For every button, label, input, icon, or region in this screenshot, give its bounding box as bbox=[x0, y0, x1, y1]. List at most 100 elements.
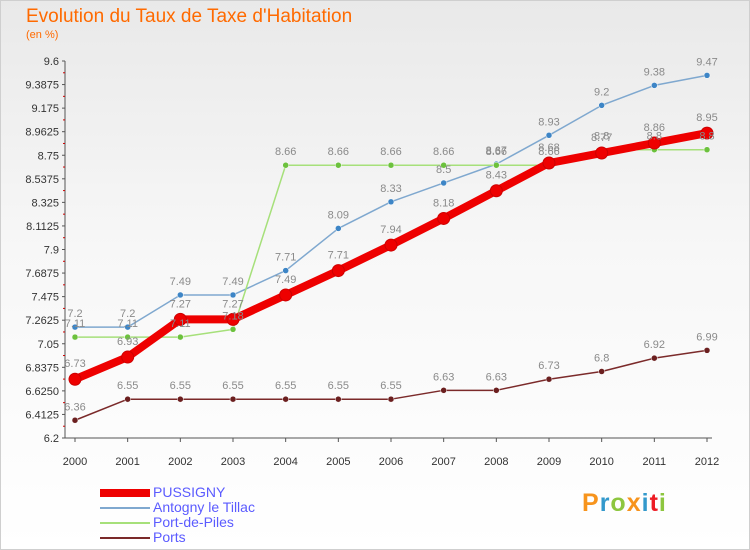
logo-letter: i bbox=[658, 489, 667, 517]
logo-letter: i bbox=[641, 489, 650, 517]
data-label: 6.55 bbox=[170, 380, 191, 392]
data-label: 6.55 bbox=[222, 380, 243, 392]
data-point bbox=[493, 387, 500, 394]
data-label: 7.27 bbox=[170, 298, 191, 310]
data-point bbox=[68, 372, 82, 386]
data-point bbox=[173, 312, 187, 326]
y-tick-label: 9.6 bbox=[44, 56, 59, 68]
data-label: 7.27 bbox=[222, 298, 243, 310]
data-label: 7.49 bbox=[275, 274, 296, 286]
data-point bbox=[226, 312, 240, 326]
data-point bbox=[335, 395, 342, 403]
y-tick-label: 7.6875 bbox=[25, 268, 59, 280]
data-point bbox=[282, 395, 289, 403]
data-label: 6.92 bbox=[644, 339, 665, 351]
data-label: 7.49 bbox=[222, 276, 243, 288]
x-tick-label: 2003 bbox=[221, 456, 245, 468]
legend-item: Port-de-Piles bbox=[100, 515, 255, 530]
legend-item: Ports bbox=[100, 530, 255, 545]
x-tick-label: 2002 bbox=[168, 456, 192, 468]
x-tick-label: 2004 bbox=[273, 456, 297, 468]
data-point bbox=[489, 184, 503, 198]
data-label: 7.11 bbox=[117, 318, 138, 330]
data-label: 9.38 bbox=[644, 66, 665, 78]
data-point bbox=[647, 136, 661, 150]
data-label: 6.8 bbox=[594, 352, 609, 364]
data-point bbox=[440, 179, 447, 187]
legend-label: Port-de-Piles bbox=[153, 514, 234, 530]
data-point bbox=[437, 211, 451, 225]
data-label: 8.8 bbox=[594, 131, 609, 143]
data-label: 8.95 bbox=[696, 112, 717, 124]
data-point bbox=[282, 161, 289, 169]
data-point bbox=[387, 161, 395, 169]
data-point bbox=[331, 264, 345, 278]
data-label: 8.66 bbox=[380, 146, 401, 158]
data-label: 9.47 bbox=[696, 56, 717, 68]
y-tick-label: 6.6250 bbox=[25, 386, 59, 398]
legend-swatch bbox=[100, 488, 150, 497]
data-label: 8.8 bbox=[699, 131, 714, 143]
data-point bbox=[335, 161, 342, 169]
y-tick-label: 7.475 bbox=[31, 292, 59, 304]
data-point bbox=[700, 126, 714, 140]
axes: 6.2 6.4125 6.6250 6.8375 7.05 7.2625 7.475 7.68… bbox=[25, 56, 719, 468]
data-label: 6.36 bbox=[64, 401, 85, 413]
x-tick-label: 2008 bbox=[484, 456, 508, 468]
data-point bbox=[703, 72, 711, 79]
data-label: 8.66 bbox=[328, 146, 349, 158]
legend-swatch bbox=[100, 536, 150, 539]
data-label: 7.71 bbox=[328, 250, 349, 262]
legend-swatch bbox=[100, 521, 150, 524]
unit-label: (en %) bbox=[26, 29, 59, 41]
legend-item: Antogny le Tillac bbox=[100, 500, 255, 515]
data-point bbox=[651, 354, 658, 362]
y-tick-label: 6.4125 bbox=[25, 409, 59, 421]
data-label: 8.18 bbox=[433, 197, 454, 209]
data-label: 6.99 bbox=[696, 331, 717, 343]
data-label: 6.55 bbox=[117, 380, 138, 392]
legend-label: PUSSIGNY bbox=[153, 484, 226, 500]
legend-label: Ports bbox=[153, 529, 186, 545]
data-label: 6.55 bbox=[275, 380, 296, 392]
proxiti-logo: Proxiti bbox=[582, 489, 667, 518]
logo-letter: P bbox=[582, 489, 600, 517]
data-point bbox=[440, 161, 447, 169]
data-label: 8.66 bbox=[486, 146, 507, 158]
data-point bbox=[387, 395, 395, 403]
data-label: 7.94 bbox=[380, 224, 401, 236]
data-label: 8.93 bbox=[538, 116, 559, 128]
y-tick-label: 8.75 bbox=[38, 150, 59, 162]
data-label: 7.49 bbox=[170, 276, 191, 288]
data-point bbox=[124, 323, 131, 331]
y-tick-label: 9.3875 bbox=[25, 80, 59, 92]
data-label: 7.11 bbox=[170, 318, 191, 330]
data-point bbox=[71, 323, 79, 331]
y-tick-label: 8.9625 bbox=[25, 127, 59, 139]
data-label: 8.09 bbox=[328, 209, 349, 221]
data-point bbox=[229, 326, 237, 333]
data-label: 8.43 bbox=[486, 170, 507, 182]
data-point bbox=[71, 333, 79, 341]
data-label: 8.67 bbox=[486, 145, 507, 157]
data-label: 8.68 bbox=[538, 142, 559, 154]
data-label: 7.11 bbox=[65, 318, 86, 330]
data-point bbox=[124, 333, 131, 341]
y-tick-label: 7.05 bbox=[38, 339, 59, 351]
data-point bbox=[335, 225, 342, 232]
data-label: 7.2 bbox=[120, 308, 135, 320]
data-point bbox=[542, 156, 556, 170]
data-point bbox=[440, 387, 447, 394]
data-label: 8.66 bbox=[433, 146, 454, 158]
data-label: 6.63 bbox=[486, 371, 507, 383]
data-label: 9.2 bbox=[594, 86, 609, 98]
data-label: 6.55 bbox=[328, 380, 349, 392]
legend-label: Antogny le Tillac bbox=[153, 499, 255, 515]
data-label: 8.66 bbox=[538, 146, 559, 158]
series-layer bbox=[68, 72, 714, 424]
data-point bbox=[229, 395, 237, 403]
data-label: 6.73 bbox=[538, 360, 559, 372]
y-tick-label: 8.5375 bbox=[25, 174, 59, 186]
